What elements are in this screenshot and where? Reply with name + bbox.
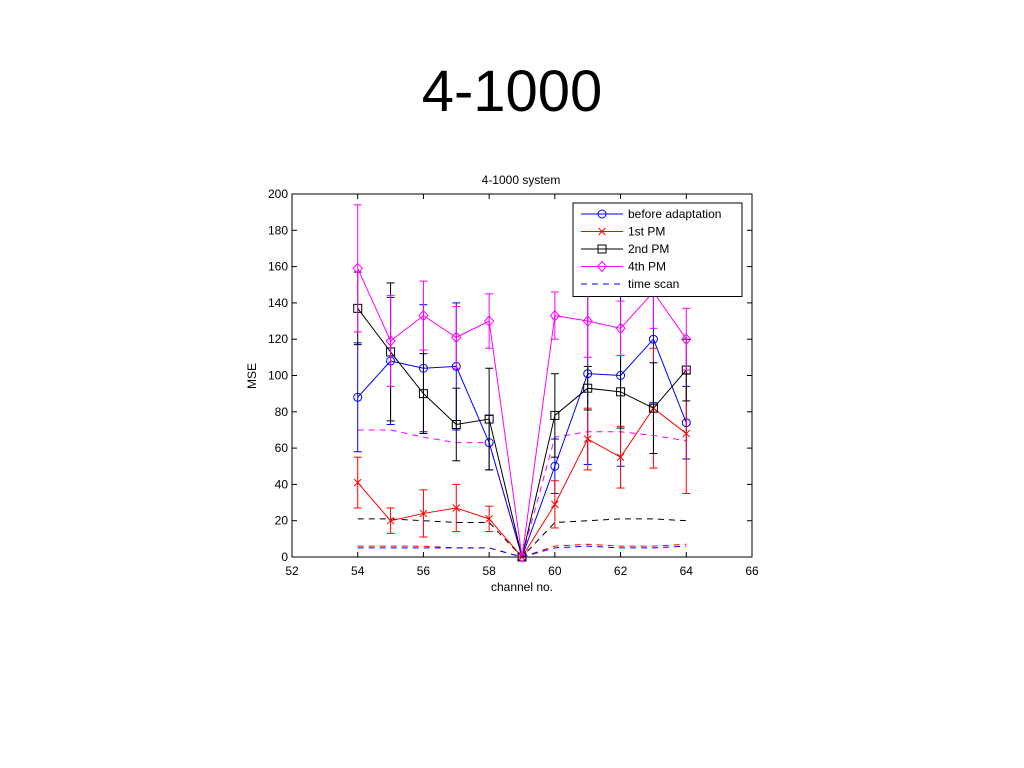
y-tick-label: 80 [275, 405, 289, 419]
y-tick-label: 20 [275, 514, 289, 528]
x-axis-label: channel no. [491, 580, 553, 594]
chart-title: 4-1000 system [482, 173, 561, 187]
y-tick-label: 100 [268, 369, 288, 383]
data-point [648, 403, 658, 413]
data-point [385, 335, 396, 347]
x-tick-label: 62 [614, 564, 628, 578]
data-point [484, 414, 494, 424]
x-tick-label: 60 [548, 564, 562, 578]
data-point [615, 322, 626, 335]
series-1st-PM [353, 347, 691, 561]
data-point [648, 334, 658, 344]
series-line [357, 268, 687, 558]
y-tick-label: 60 [275, 441, 289, 455]
data-point [516, 551, 528, 563]
data-point [353, 392, 363, 402]
legend-label: 4th PM [628, 260, 666, 274]
data-point [483, 315, 495, 327]
legend-marker [596, 260, 608, 273]
data-point [550, 461, 560, 471]
axes: 52 54 56 58 60 62 64 66 0 20 40 60 80 100 120 140 160 180… [268, 187, 759, 578]
x-tick-label: 64 [680, 564, 694, 578]
data-point [550, 410, 560, 420]
legend-marker [597, 209, 607, 219]
data-point [582, 315, 593, 327]
x-tick-label: 56 [417, 564, 431, 578]
x-tick-label: 58 [482, 564, 496, 578]
data-point [451, 420, 461, 430]
data-point [583, 383, 593, 393]
legend-marker [598, 227, 606, 236]
slide-title: 4-1000 [421, 59, 603, 124]
y-axis-label: MSE [245, 363, 259, 389]
legend-label: time scan [628, 277, 679, 291]
series-line [357, 338, 687, 559]
data-point [551, 500, 559, 509]
y-tick-label: 160 [268, 260, 288, 274]
legend-label: 2nd PM [628, 242, 669, 256]
legend-box [572, 202, 743, 297]
series-before-adaptation [353, 275, 691, 562]
data-point [616, 387, 626, 397]
data-point [616, 453, 625, 462]
x-tick-label: 54 [351, 564, 365, 578]
data-point [386, 516, 395, 525]
data-point [583, 435, 592, 443]
data-point [418, 309, 429, 322]
data-point [451, 331, 462, 344]
dashed-reference-line [357, 429, 687, 559]
data-point [353, 478, 362, 487]
x-tick-label: 66 [745, 564, 759, 578]
y-tick-label: 200 [268, 187, 288, 201]
legend-label: before adaptation [628, 207, 721, 221]
y-tick-label: 120 [268, 332, 288, 346]
legend-label: 1st PM [628, 225, 665, 239]
data-point [485, 515, 493, 523]
data-point [452, 504, 461, 512]
y-tick-label: 0 [281, 550, 288, 564]
data-point [352, 262, 363, 275]
legend: before adaptation 1st PM 2nd PM 4th PM time … [572, 202, 743, 297]
x-tick-label: 52 [285, 564, 299, 578]
y-tick-label: 180 [268, 223, 288, 237]
y-tick-label: 140 [268, 296, 288, 310]
y-tick-label: 40 [275, 477, 289, 491]
legend-marker [597, 244, 607, 254]
data-point [549, 309, 561, 322]
data-point [681, 333, 692, 345]
data-point [419, 509, 428, 518]
data-point [682, 429, 691, 438]
series-line [357, 407, 687, 558]
data-point [418, 389, 428, 399]
